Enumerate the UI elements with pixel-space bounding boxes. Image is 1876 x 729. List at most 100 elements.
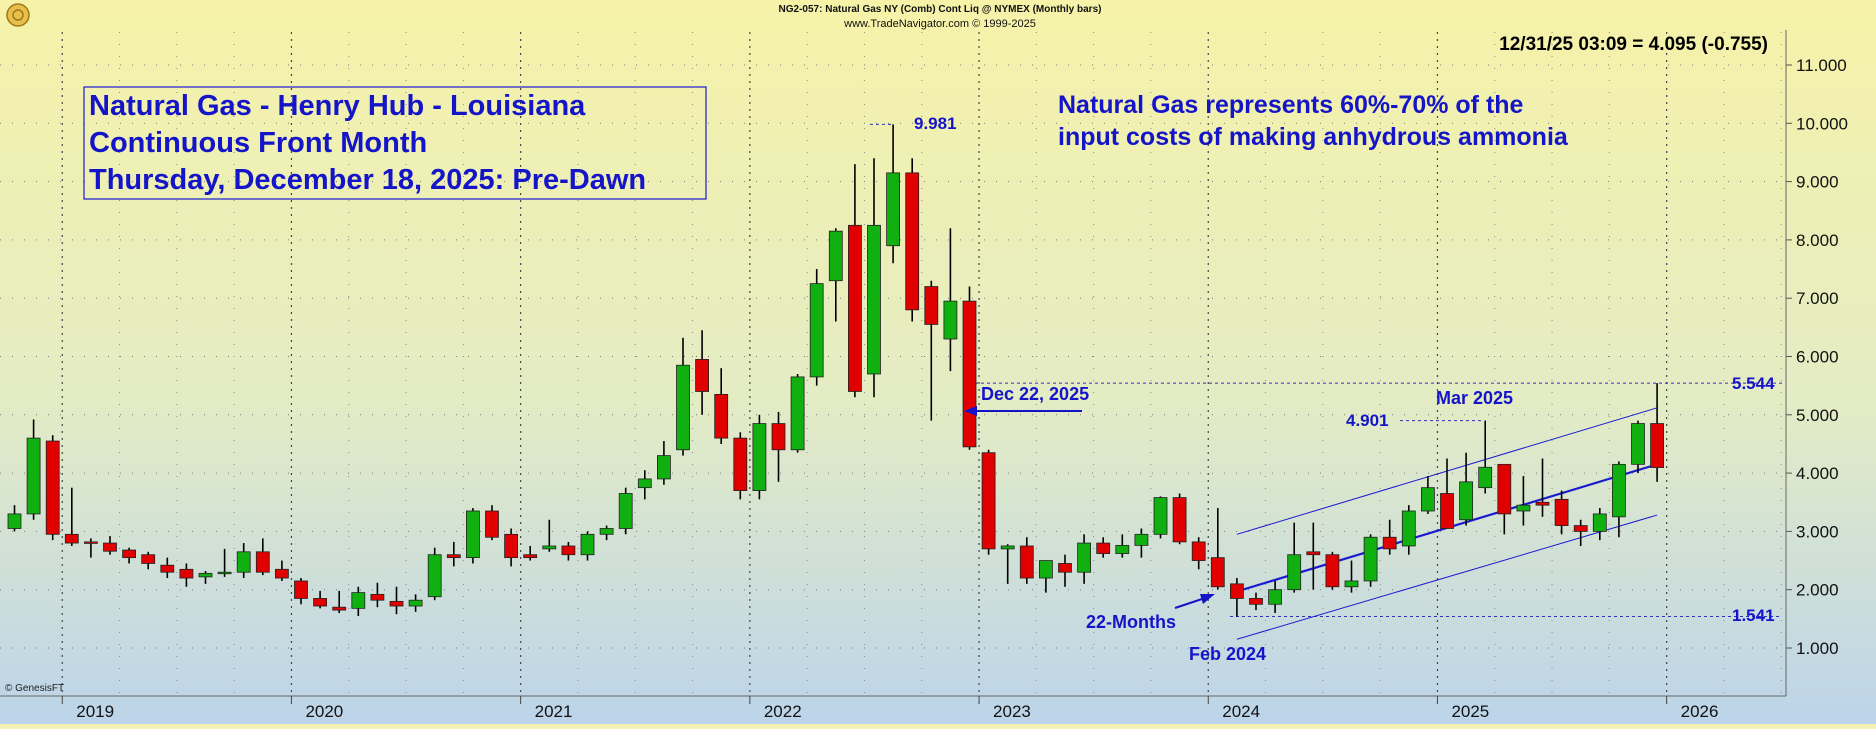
candle <box>886 124 900 264</box>
months22-arrow-icon <box>1174 594 1215 609</box>
candle <box>504 528 519 567</box>
candle <box>217 548 232 577</box>
candle <box>26 419 41 520</box>
candle-body-up <box>1612 463 1626 518</box>
y-tick-label: 8.000 <box>1796 231 1839 250</box>
x-tick-label: 2019 <box>76 702 114 721</box>
x-tick-label: 2024 <box>1222 702 1260 721</box>
candle-body-down <box>1497 463 1512 515</box>
note-line-2: input costs of making anhydrous ammonia <box>1058 123 1569 151</box>
last-quote: 12/31/25 03:09 = 4.095 (-0.755) <box>1499 34 1768 55</box>
x-tick-label: 2022 <box>764 702 802 721</box>
candle-body-down <box>1210 557 1225 588</box>
candle <box>427 547 442 601</box>
y-tick-label: 3.000 <box>1796 522 1839 541</box>
candle <box>179 563 194 587</box>
x-tick-label: 2023 <box>993 702 1031 721</box>
candle <box>867 158 881 398</box>
candle <box>1478 420 1493 494</box>
candle <box>752 414 767 500</box>
x-tick-label: 2021 <box>535 702 573 721</box>
candle-body-down <box>905 172 920 311</box>
candle <box>1210 508 1225 590</box>
candle <box>1172 493 1187 545</box>
candle-body-down <box>389 600 404 607</box>
candle <box>676 337 690 456</box>
candle-body-down <box>504 533 519 559</box>
logo-icon <box>6 3 30 27</box>
candle <box>1650 383 1664 482</box>
candles <box>7 124 1664 617</box>
candle-body-down <box>84 541 98 544</box>
candle <box>599 525 614 541</box>
candle-body-up <box>752 423 767 491</box>
candle-body-down <box>1230 583 1244 599</box>
candle-body-up <box>351 592 366 609</box>
candle <box>580 531 595 561</box>
candle-body-up <box>1421 487 1435 512</box>
candle-body-down <box>160 564 175 573</box>
candle-body-up <box>657 455 671 480</box>
candle <box>160 557 175 579</box>
candle <box>981 449 996 555</box>
candle <box>1516 476 1531 526</box>
candle <box>962 286 977 450</box>
candle-body-down <box>981 452 996 550</box>
candle <box>924 280 939 421</box>
candle-body-up <box>1077 542 1091 573</box>
candle-body-up <box>217 571 232 575</box>
candle-body-up <box>637 478 652 489</box>
title-line-1: Natural Gas - Henry Hub - Louisiana <box>89 90 586 122</box>
candle <box>370 582 385 608</box>
candle-body-down <box>1096 542 1111 554</box>
feb2024-label: Feb 2024 <box>1189 644 1266 664</box>
candle-body-down <box>1535 501 1550 506</box>
candle-body-down <box>313 598 328 607</box>
channel-lower-line <box>1236 514 1658 640</box>
candle <box>103 536 117 555</box>
candle-body-up <box>1115 544 1130 554</box>
candle <box>1497 463 1512 535</box>
candle-body-up <box>1000 545 1015 550</box>
candle <box>1535 458 1550 517</box>
candle <box>809 269 824 386</box>
title-line-2: Continuous Front Month <box>89 127 427 159</box>
price-axis: 1.000 2.000 3.000 4.000 5.000 6.000 7.000 8.000… <box>1786 56 1848 658</box>
candle <box>408 594 423 612</box>
candle-body-down <box>294 580 308 599</box>
candle-body-down <box>122 549 136 559</box>
candle <box>1115 534 1130 558</box>
candle-body-up <box>427 554 442 598</box>
candle <box>1631 420 1645 474</box>
candle-body-down <box>1554 498 1569 526</box>
candle-body-up <box>828 230 843 282</box>
candle <box>790 373 805 453</box>
candle <box>1039 560 1053 593</box>
candle-body-up <box>542 545 557 550</box>
chart-header-title: NG2-057: Natural Gas NY (Comb) Cont Liq … <box>779 4 1102 15</box>
candle <box>1401 505 1416 555</box>
candle-body-up <box>1363 536 1378 582</box>
candle <box>1287 522 1302 593</box>
candle <box>45 435 60 541</box>
candle <box>733 432 748 500</box>
candle-body-up <box>790 376 805 451</box>
candle-body-up <box>943 300 958 340</box>
candle-body-down <box>523 554 538 559</box>
candle-body-down <box>446 554 461 559</box>
candle <box>1268 580 1282 614</box>
candle <box>332 590 347 614</box>
candle <box>714 368 729 444</box>
candle <box>64 487 79 546</box>
candle-body-up <box>580 533 595 556</box>
candle <box>1554 490 1569 535</box>
y-tick-label: 6.000 <box>1796 348 1839 367</box>
candle-body-down <box>1019 545 1034 579</box>
candle <box>1612 461 1626 538</box>
candle <box>1592 508 1607 541</box>
candle <box>905 158 920 322</box>
candle-body-down <box>45 440 60 535</box>
candle <box>1249 592 1263 611</box>
candle-body-up <box>1287 554 1302 591</box>
candle-body-up <box>599 528 614 535</box>
